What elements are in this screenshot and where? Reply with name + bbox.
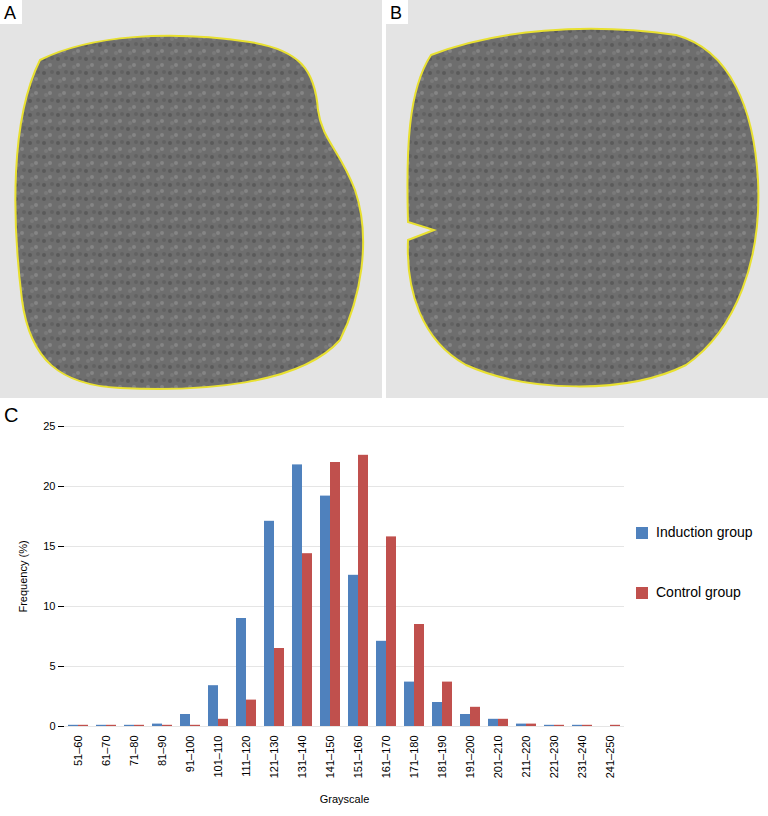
svg-text:161–170: 161–170 <box>380 736 392 779</box>
svg-text:Frequency (%): Frequency (%) <box>17 540 29 612</box>
svg-text:221–230: 221–230 <box>548 736 560 779</box>
svg-text:B: B <box>390 3 402 23</box>
svg-text:20: 20 <box>43 480 55 492</box>
svg-text:0: 0 <box>49 720 55 732</box>
svg-text:5: 5 <box>49 660 55 672</box>
svg-text:10: 10 <box>43 600 55 612</box>
svg-text:91–100: 91–100 <box>184 736 196 773</box>
svg-text:25: 25 <box>43 420 55 432</box>
svg-text:201–210: 201–210 <box>492 736 504 779</box>
svg-text:61–70: 61–70 <box>100 736 112 767</box>
svg-text:111–120: 111–120 <box>240 736 252 777</box>
svg-text:121–130: 121–130 <box>268 736 280 779</box>
svg-text:141–150: 141–150 <box>324 736 336 779</box>
svg-text:101–110: 101–110 <box>212 736 224 778</box>
svg-text:Grayscale: Grayscale <box>320 793 370 805</box>
svg-text:71–80: 71–80 <box>128 736 140 767</box>
html-text:C: C <box>4 404 19 426</box>
html-text:Control group: Control group <box>656 584 741 600</box>
html-text:Induction group: Induction group <box>656 524 753 540</box>
svg-text:A: A <box>4 3 16 23</box>
svg-text:181–190: 181–190 <box>436 736 448 779</box>
svg-text:151–160: 151–160 <box>352 736 364 779</box>
svg-text:51–60: 51–60 <box>72 736 84 767</box>
svg-text:231–240: 231–240 <box>576 736 588 779</box>
svg-text:191–200: 191–200 <box>464 736 476 779</box>
svg-text:15: 15 <box>43 540 55 552</box>
svg-text:171–180: 171–180 <box>408 736 420 779</box>
svg-text:241–250: 241–250 <box>604 736 616 779</box>
svg-text:211–220: 211–220 <box>520 736 532 778</box>
svg-text:131–140: 131–140 <box>296 736 308 779</box>
svg-text:81–90: 81–90 <box>156 736 168 767</box>
